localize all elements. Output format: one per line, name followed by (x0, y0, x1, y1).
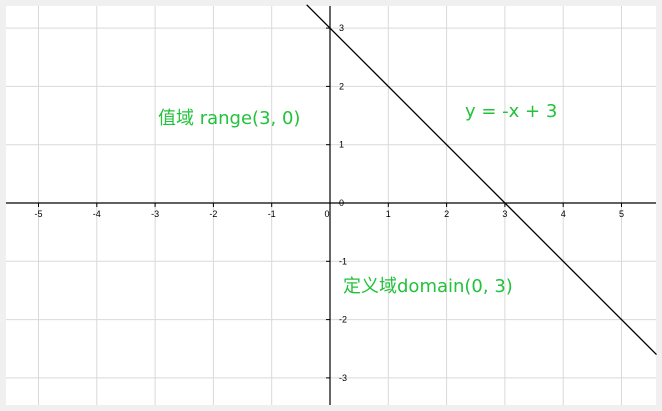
x-tick-label: 2 (444, 209, 449, 219)
x-tick-label: -2 (209, 209, 217, 219)
x-tick-label: -1 (268, 209, 276, 219)
equation-annotation: y = -x + 3 (465, 101, 557, 122)
x-tick-label: -3 (151, 209, 159, 219)
domain-annotation: 定义域domain(0, 3) (343, 276, 513, 297)
y-tick-label: 1 (339, 140, 344, 150)
x-tick-label: 5 (619, 209, 624, 219)
y-tick-label: -3 (339, 373, 347, 383)
y-tick-label: 3 (339, 23, 344, 33)
x-tick-label: 4 (561, 209, 566, 219)
x-tick-label: 3 (502, 209, 507, 219)
y-tick-label: -1 (339, 256, 347, 266)
y-tick-label: 0 (339, 198, 344, 208)
x-tick-label: -5 (34, 209, 42, 219)
y-tick-label: 2 (339, 81, 344, 91)
x-tick-label: -4 (93, 209, 101, 219)
x-tick-label: 0 (324, 209, 329, 219)
x-tick-label: 1 (386, 209, 391, 219)
plot-background (6, 6, 656, 405)
y-tick-label: -2 (339, 315, 347, 325)
range-annotation: 值域 range(3, 0) (158, 108, 300, 129)
